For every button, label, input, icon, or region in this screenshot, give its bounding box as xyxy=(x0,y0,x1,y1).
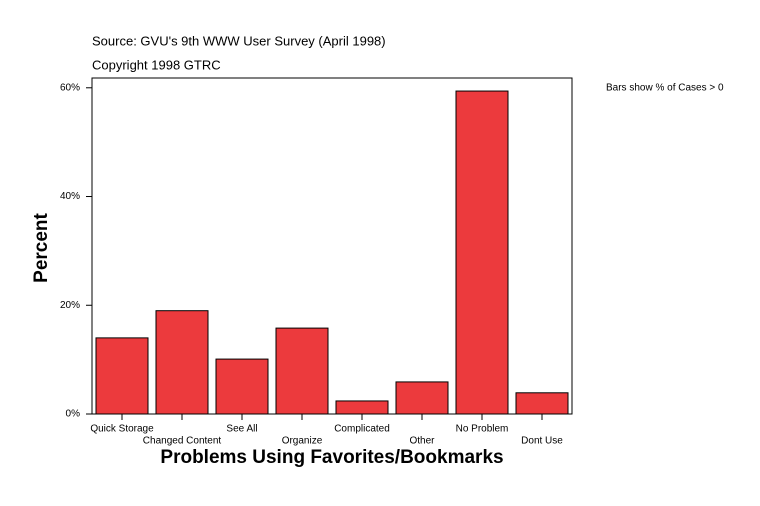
x-tick-label: Quick Storage xyxy=(90,424,154,435)
bar xyxy=(515,392,569,415)
copyright: Copyright 1998 GTRC xyxy=(92,57,221,72)
x-tick-label: No Problem xyxy=(456,424,509,435)
x-tick-label: Organize xyxy=(282,436,323,447)
y-tick-label: 20% xyxy=(60,300,80,311)
note: Bars show % of Cases > 0 xyxy=(606,83,724,94)
bar xyxy=(335,400,389,415)
plot-frame xyxy=(91,77,573,415)
x-axis-label: Problems Using Favorites/Bookmarks xyxy=(160,447,503,468)
y-axis-label: Percent xyxy=(31,212,52,282)
y-tick-label: 0% xyxy=(66,409,81,420)
y-tick-label: 60% xyxy=(60,82,80,93)
x-tick-label: Complicated xyxy=(334,424,390,435)
source: Source: GVU's 9th WWW User Survey (April… xyxy=(92,33,386,48)
bar xyxy=(155,310,209,415)
bar xyxy=(275,327,329,415)
y-tick-label: 40% xyxy=(60,191,80,202)
x-tick-label: Changed Content xyxy=(143,436,222,447)
bar xyxy=(395,381,449,415)
bar xyxy=(215,358,269,415)
x-tick-label: Dont Use xyxy=(521,436,563,447)
bar xyxy=(455,90,509,415)
x-tick-label: Other xyxy=(409,436,435,447)
bar xyxy=(95,337,149,415)
x-tick-label: See All xyxy=(226,424,257,435)
